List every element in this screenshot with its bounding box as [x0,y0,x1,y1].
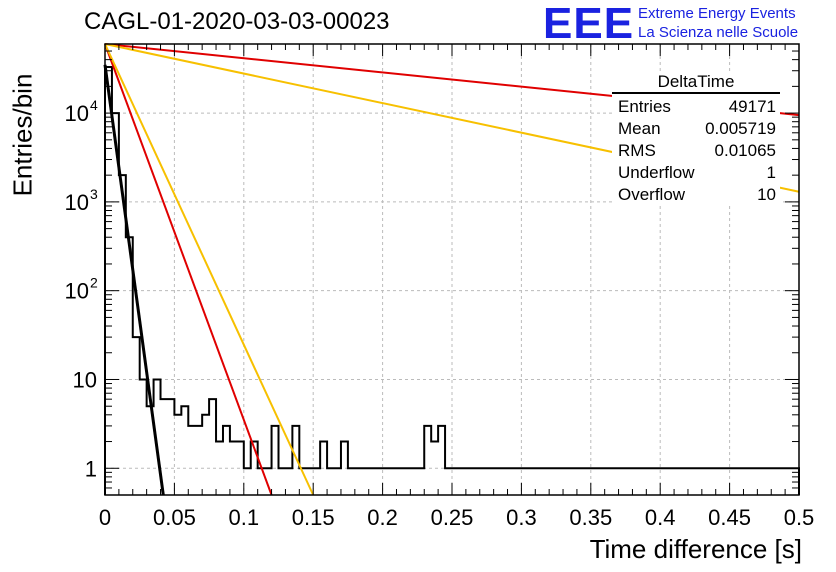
logo-mark: EEE [543,0,635,48]
stats-value: 10 [757,185,776,204]
x-tick-label: 0.2 [367,505,398,530]
stats-row-overflow: Overflow 10 [618,184,776,206]
eee-logo: EEE Extreme Energy Events La Scienza nel… [543,0,835,48]
y-tick-label: 10 [65,190,89,215]
stats-value: 1 [766,163,776,182]
stats-box: DeltaTime Entries 49171 Mean 0.005719 RM… [612,72,780,206]
y-tick-label: 10 [65,279,89,304]
x-tick-label: 0.05 [153,505,196,530]
y-tick-label: 10 [73,367,97,392]
x-tick-label: 0.25 [431,505,474,530]
x-tick-label: 0.15 [292,505,335,530]
stats-value: 0.01065 [714,141,776,160]
logo-line-1: Extreme Energy Events [638,5,796,22]
x-tick-label: 0.45 [708,505,751,530]
chart-title: CAGL-01-2020-03-03-00023 [84,8,390,35]
fit-line-yellow [104,43,315,496]
x-tick-label: 0 [99,505,111,530]
x-tick-label: 0.5 [784,505,815,530]
stats-key: RMS [618,141,656,160]
stats-value: 49171 [728,97,776,116]
fit-line-black [103,64,165,496]
x-tick-label: 0.4 [645,505,676,530]
y-axis-label: Entries/bin [7,73,38,197]
stats-row-entries: Entries 49171 [618,96,776,118]
y-axis-label-box: Entries/bin [6,70,40,200]
logo-line-2: La Scienza nelle Scuole [638,24,799,41]
stats-value: 0.005719 [705,119,776,138]
y-tick-exponent: 3 [90,186,98,202]
x-tick-label: 0.3 [506,505,537,530]
x-tick-label: 0.35 [569,505,612,530]
stats-row-rms: RMS 0.01065 [618,140,776,162]
stats-row-mean: Mean 0.005719 [618,118,776,140]
fit-line-red [104,43,273,496]
y-tick-label: 10 [65,101,89,126]
stats-row-underflow: Underflow 1 [618,162,776,184]
histogram-outline [104,66,800,495]
stats-key: Mean [618,119,661,138]
y-tick-label: 1 [85,456,97,481]
stats-key: Underflow [618,163,695,182]
stats-key: Overflow [618,185,686,204]
x-tick-label: 0.1 [229,505,260,530]
stats-title: DeltaTime [612,72,780,94]
x-axis-label: Time difference [s] [589,534,802,564]
y-tick-exponent: 2 [90,275,98,291]
stats-key: Entries [618,97,671,116]
y-tick-exponent: 4 [90,97,98,113]
